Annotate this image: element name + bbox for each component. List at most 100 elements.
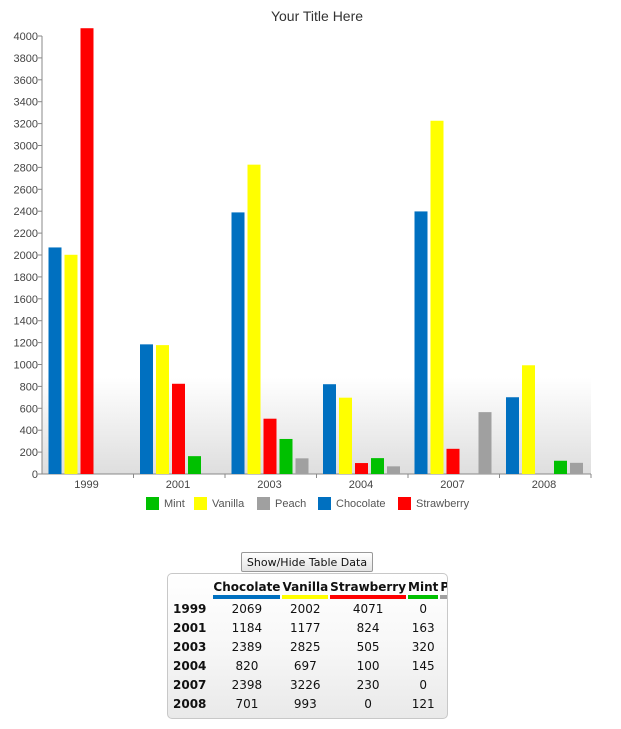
bar-chocolate-2007[interactable] [414, 211, 428, 474]
y-tick-label: 4000 [14, 31, 38, 43]
table-cell: 143 [439, 637, 447, 656]
table-cell: 230 [356, 677, 380, 692]
legend-label-vanilla[interactable]: Vanilla [212, 498, 245, 510]
column-header-label: Mint [408, 580, 439, 594]
table-header-row: ChocolateVanillaStrawberryMintPeach [170, 578, 447, 599]
legend-label-peach[interactable]: Peach [275, 498, 306, 510]
row-header: 1999 [173, 601, 207, 616]
bar-strawberry-2007[interactable] [446, 448, 460, 474]
y-tick-label: 3800 [14, 53, 38, 65]
bar-chocolate-2004[interactable] [323, 384, 336, 474]
table-cell: 121 [411, 696, 435, 711]
y-tick-label: 3400 [14, 97, 38, 109]
bar-peach-2007[interactable] [478, 412, 492, 474]
bar-vanilla-2008[interactable] [522, 365, 535, 474]
table-cell: 163 [411, 620, 435, 635]
bar-series [48, 28, 583, 475]
table-cell: 701 [235, 696, 259, 711]
bar-mint-2004[interactable] [371, 458, 384, 474]
y-tick-label: 3200 [14, 119, 38, 131]
y-tick-label: 2600 [14, 184, 38, 196]
table-corner-cell [170, 578, 212, 599]
table-cell: 320 [411, 639, 435, 654]
table-cell: 0 [419, 677, 428, 692]
bar-strawberry-2003[interactable] [263, 418, 277, 474]
bar-strawberry-1999[interactable] [80, 28, 94, 475]
table-cell: 2825 [290, 639, 321, 654]
chart-title: Your Title Here [271, 8, 363, 24]
table-cell: 824 [356, 620, 380, 635]
bar-chocolate-2001[interactable] [140, 344, 153, 474]
legend-swatch-peach [257, 497, 270, 510]
table-cell: 0 [364, 696, 372, 711]
table-cell: 2398 [231, 677, 263, 692]
bar-chocolate-2008[interactable] [506, 397, 519, 474]
bar-mint-2008[interactable] [554, 460, 567, 474]
column-header-label: Vanilla [282, 580, 329, 594]
legend-label-strawberry[interactable]: Strawberry [416, 498, 470, 510]
table-cell: 1177 [290, 620, 321, 635]
column-header-peach: Peach [439, 578, 447, 599]
column-header-label: Peach [440, 580, 447, 594]
y-axis-ticks: 0 200 400 600 800 1000 1200 1400 1600 1800 2000 220… [14, 31, 42, 481]
table-cell: 4071 [352, 601, 384, 616]
bar-peach-2008[interactable] [570, 462, 583, 474]
y-tick-label: 400 [20, 425, 38, 437]
y-tick-label: 2200 [14, 228, 38, 240]
table-cell: 102 [439, 694, 447, 713]
y-tick-label: 1200 [14, 338, 38, 350]
x-tick-label: 2004 [349, 479, 373, 491]
row-header: 2001 [173, 620, 207, 635]
x-tick-label: 2008 [532, 479, 556, 491]
y-tick-label: 1800 [14, 272, 38, 284]
column-color-bar [440, 595, 447, 599]
bar-mint-2003[interactable] [279, 438, 293, 474]
bar-mint-2001[interactable] [188, 456, 201, 474]
legend-label-chocolate[interactable]: Chocolate [336, 498, 386, 510]
show-hide-table-button[interactable]: Show/Hide Table Data [241, 552, 373, 572]
table-row: 2001 1184 1177 824 163 0 [170, 618, 447, 637]
plot-area [42, 36, 591, 474]
table-body: 1999206920024071002001118411778241630200… [170, 599, 447, 713]
table-cell: 3226 [290, 677, 321, 692]
y-tick-label: 800 [20, 381, 38, 393]
bar-strawberry-2004[interactable] [355, 463, 368, 474]
y-tick-label: 2800 [14, 162, 38, 174]
bar-vanilla-2007[interactable] [430, 120, 444, 475]
y-tick-label: 0 [32, 469, 38, 481]
table-cell: 0 [439, 599, 447, 618]
bar-vanilla-2001[interactable] [156, 345, 169, 474]
legend-label-mint[interactable]: Mint [164, 498, 185, 510]
legend-swatch-vanilla [194, 497, 207, 510]
row-header: 2004 [173, 658, 207, 673]
y-tick-label: 1400 [14, 316, 38, 328]
table-row: 2008 701 993 0 121 102 [170, 694, 447, 713]
bar-chocolate-1999[interactable] [48, 247, 62, 474]
table-cell: 100 [356, 658, 380, 673]
bar-vanilla-1999[interactable] [64, 254, 78, 474]
table-cell: 505 [356, 639, 380, 654]
column-header-mint: Mint [407, 578, 439, 599]
bar-peach-2003[interactable] [295, 458, 309, 474]
x-axis-ticks: 1999 2001 2003 2004 2007 2008 [74, 474, 592, 491]
column-color-bar [408, 595, 439, 599]
bar-chocolate-2003[interactable] [231, 212, 245, 475]
table-cell: 1184 [231, 620, 263, 635]
y-tick-label: 1000 [14, 360, 38, 372]
row-header: 2007 [173, 677, 207, 692]
y-tick-label: 3000 [14, 141, 38, 153]
x-tick-label: 2001 [166, 479, 190, 491]
table-cell: 993 [293, 696, 317, 711]
table-cell: 145 [411, 658, 435, 673]
y-tick-label: 200 [20, 447, 38, 459]
bar-vanilla-2004[interactable] [339, 397, 352, 474]
column-header-vanilla: Vanilla [281, 578, 329, 599]
table-cell: 565 [439, 675, 447, 694]
bar-peach-2004[interactable] [387, 466, 400, 474]
column-header-label: Strawberry [330, 580, 407, 594]
table-cell: 0 [419, 601, 428, 616]
bar-strawberry-2001[interactable] [172, 383, 185, 474]
table-cell: 70 [439, 656, 447, 675]
table-cell: 2069 [231, 601, 263, 616]
bar-vanilla-2003[interactable] [247, 164, 261, 474]
